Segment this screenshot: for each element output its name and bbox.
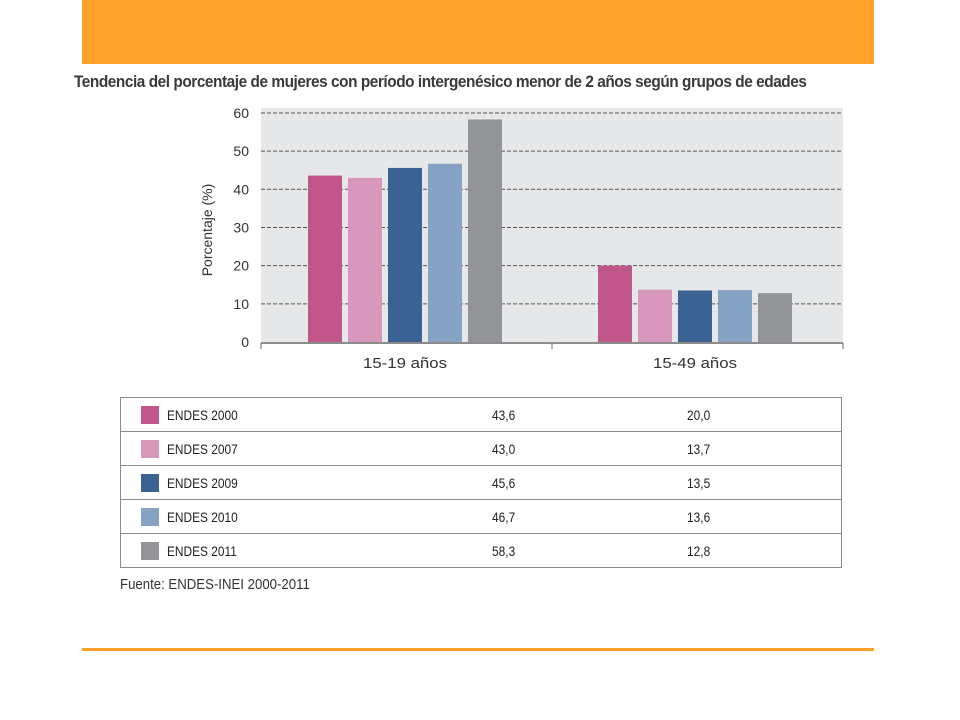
y-axis-label: Porcentaje (%): [199, 184, 215, 277]
y-tick-label: 60: [233, 105, 249, 121]
bar: [638, 289, 672, 342]
table-row: ENDES 2010 46,7 13,6: [120, 499, 842, 534]
legend-series-name: ENDES 2009: [167, 474, 238, 491]
bar: [348, 177, 382, 342]
value-15-49: 20,0: [687, 406, 711, 423]
legend-swatch: [141, 405, 159, 424]
data-table: ENDES 2000 43,6 20,0 ENDES 2007 43,0 13,7 ENDE…: [120, 397, 842, 568]
table-row: ENDES 2011 58,3 12,8: [120, 533, 842, 568]
legend-swatch: [141, 507, 159, 526]
bar: [758, 293, 792, 342]
y-tick-label: 10: [233, 296, 249, 312]
value-15-49: 13,6: [687, 508, 711, 525]
bar-chart: 0 10 20 30 40 50 60 Porcentaje (%) 15-19 años 15-…: [199, 105, 844, 372]
bar: [388, 167, 422, 342]
value-15-19: 43,0: [491, 440, 515, 457]
table-row: ENDES 2000 43,6 20,0: [121, 398, 842, 432]
y-tick-label: 0: [241, 334, 249, 350]
value-15-49: 12,8: [687, 542, 711, 559]
bottom-orange-line: [82, 648, 874, 651]
bar: [598, 265, 632, 342]
value-15-49: 13,5: [687, 474, 711, 491]
table-row: ENDES 2009 45,6 13,5: [120, 465, 842, 500]
top-orange-band: [82, 0, 874, 64]
y-tick-label: 20: [233, 258, 249, 274]
y-tick-label: 30: [233, 219, 249, 235]
value-15-19: 45,6: [491, 474, 515, 491]
bar: [678, 290, 712, 342]
value-15-19: 46,7: [491, 508, 515, 525]
x-category-label: 15-49 años: [653, 355, 737, 372]
y-tick-label: 50: [233, 143, 249, 159]
value-15-19: 43,6: [491, 406, 515, 423]
bar: [718, 290, 752, 342]
legend-swatch: [141, 541, 159, 560]
legend-swatch: [141, 439, 159, 458]
legend-series-name: ENDES 2010: [167, 508, 238, 525]
y-tick-label: 40: [233, 181, 249, 197]
bar: [428, 163, 462, 342]
x-category-label: 15-19 años: [363, 355, 447, 372]
bar: [308, 175, 342, 342]
legend-series-name: ENDES 2011: [167, 542, 237, 559]
bar: [468, 119, 502, 342]
table-row: ENDES 2007 43,0 13,7: [120, 431, 842, 466]
value-15-49: 13,7: [687, 440, 711, 457]
legend-series-name: ENDES 2000: [167, 406, 238, 423]
legend-series-name: ENDES 2007: [167, 440, 238, 457]
legend-swatch: [141, 473, 159, 492]
value-15-19: 58,3: [491, 542, 515, 559]
chart-title: Tendencia del porcentaje de mujeres con …: [74, 72, 807, 91]
source-note: Fuente: ENDES-INEI 2000-2011: [120, 576, 310, 593]
